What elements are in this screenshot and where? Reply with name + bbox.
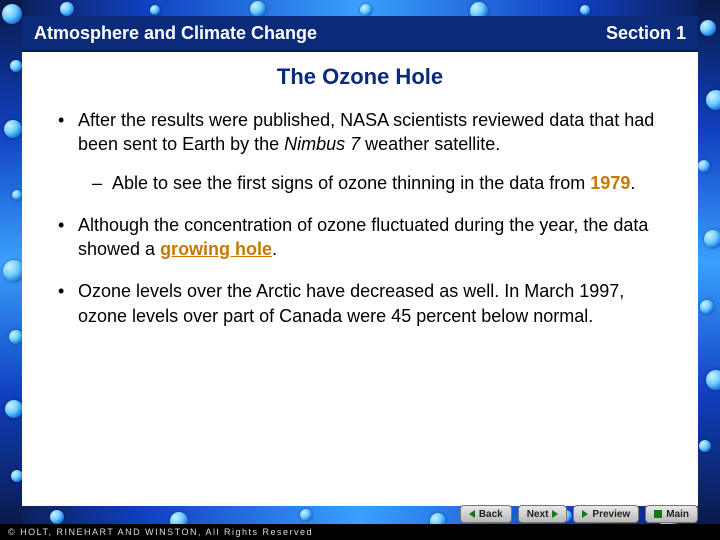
bullet-text: . [630, 173, 635, 193]
main-button[interactable]: Main [645, 505, 698, 523]
bullet-list: After the results were published, NASA s… [48, 108, 672, 328]
sub-list: Able to see the first signs of ozone thi… [78, 171, 672, 195]
button-label: Main [666, 509, 689, 520]
bullet-text: Able to see the first signs of ozone thi… [112, 173, 590, 193]
button-label: Back [479, 509, 503, 520]
bullet-item: After the results were published, NASA s… [48, 108, 672, 195]
square-icon [654, 510, 662, 518]
button-label: Next [527, 509, 549, 520]
bullet-text: weather satellite. [360, 134, 500, 154]
italic-text: Nimbus 7 [284, 134, 360, 154]
header-title: Atmosphere and Climate Change [34, 23, 317, 44]
header-section: Section 1 [606, 23, 686, 44]
bullet-text: Ozone levels over the Arctic have decrea… [78, 281, 624, 325]
slide-header: Atmosphere and Climate Change Section 1 [22, 16, 698, 52]
slide: Atmosphere and Climate Change Section 1 … [0, 0, 720, 540]
back-button[interactable]: Back [460, 505, 512, 523]
nav-bar: Back Next Preview Main [22, 504, 698, 524]
play-icon [582, 510, 588, 518]
slide-content: The Ozone Hole After the results were pu… [22, 52, 698, 506]
bullet-text: . [272, 239, 277, 259]
chevron-right-icon [552, 510, 558, 518]
sub-bullet-item: Able to see the first signs of ozone thi… [78, 171, 672, 195]
copyright-footer: © HOLT, RINEHART AND WINSTON, All Rights… [0, 524, 720, 540]
slide-title: The Ozone Hole [48, 64, 672, 90]
next-button[interactable]: Next [518, 505, 568, 523]
bullet-item: Although the concentration of ozone fluc… [48, 213, 672, 262]
chevron-left-icon [469, 510, 475, 518]
button-label: Preview [592, 509, 630, 520]
preview-button[interactable]: Preview [573, 505, 639, 523]
highlight-text: 1979 [590, 173, 630, 193]
highlight-text: growing hole [160, 239, 272, 259]
bullet-item: Ozone levels over the Arctic have decrea… [48, 279, 672, 328]
